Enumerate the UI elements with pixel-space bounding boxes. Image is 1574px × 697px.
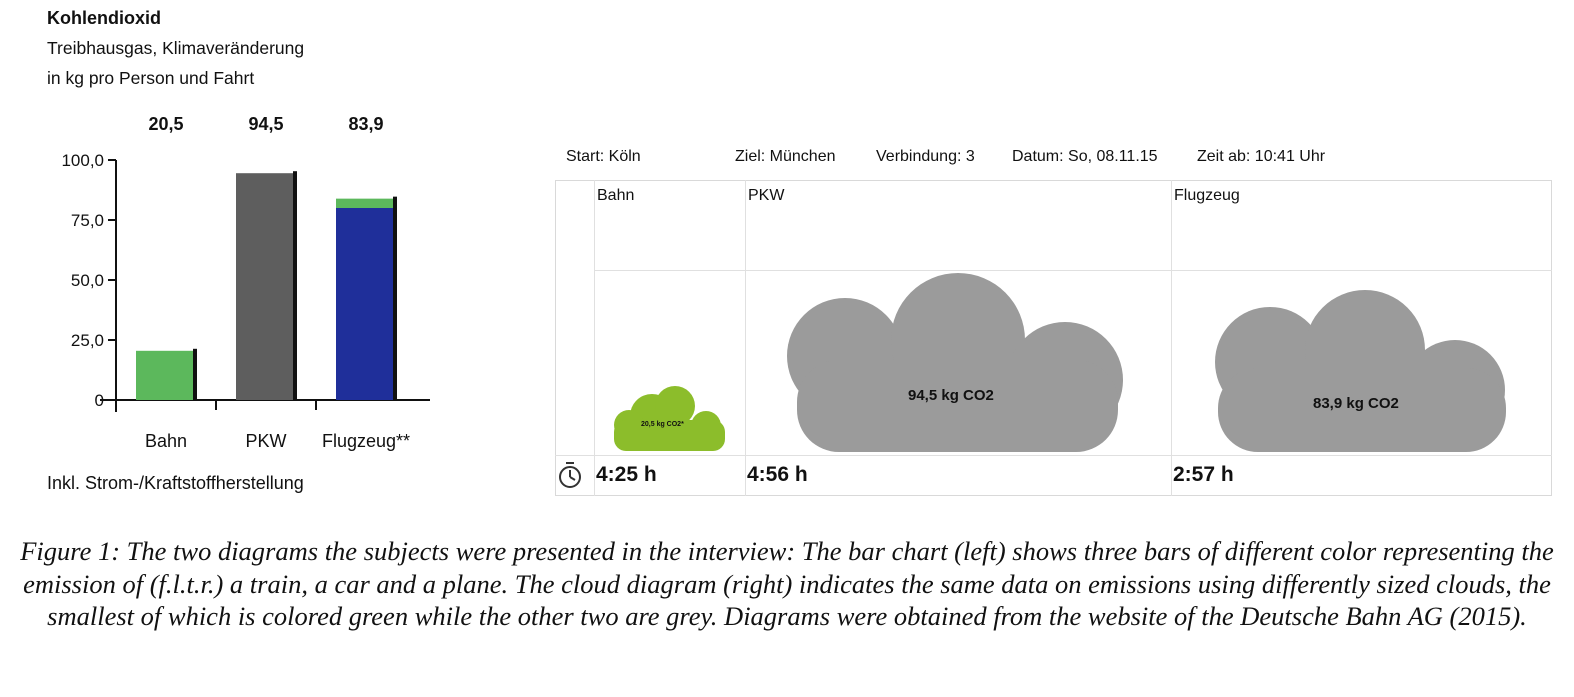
y-tick-label: 100,0 <box>61 151 104 170</box>
cloud-flugzeug <box>1215 290 1506 452</box>
grid-line <box>1171 180 1172 496</box>
header-zeit: Zeit ab: 10:41 Uhr <box>1197 148 1326 165</box>
column-label-flugzeug: Flugzeug <box>1174 187 1240 204</box>
y-tick-label: 75,0 <box>71 211 104 230</box>
column-label-bahn: Bahn <box>597 187 635 204</box>
cloud-layer <box>559 273 1506 488</box>
y-tick-label: 25,0 <box>71 331 104 350</box>
grid-line <box>555 455 1552 456</box>
clock-icon <box>559 462 581 488</box>
bar-edge <box>293 171 297 400</box>
header-start: Start: Köln <box>566 148 641 165</box>
category-label: PKW <box>245 431 286 451</box>
cloud-bahn <box>614 386 725 451</box>
bar-pkw <box>236 173 296 400</box>
header-datum: Datum: So, 08.11.15 <box>1012 148 1158 165</box>
bar-value-label: 20,5 <box>148 114 183 134</box>
column-label-pkw: PKW <box>748 187 785 204</box>
bar-chart-plot: 0 25,0 50,0 75,0 100,0 20,5 Bahn 94,5 PKW 83,9 Flu… <box>61 114 430 451</box>
cloud-label-bahn: 20,5 kg CO2* <box>641 421 684 428</box>
chart-footnote: Inkl. Strom-/Kraftstoffherstellung <box>47 473 304 493</box>
bar-chart: Kohlendioxid Treibhausgas, Klimaveränder… <box>0 0 460 510</box>
duration-bahn: 4:25 h <box>596 463 657 486</box>
bar-bahn <box>136 350 196 400</box>
chart-subtitle-line-1: Treibhausgas, Klimaveränderung <box>47 38 305 58</box>
grid-line <box>594 180 595 496</box>
y-tick-label: 0 <box>95 391 104 410</box>
cloud-pkw <box>787 273 1123 452</box>
header-ziel: Ziel: München <box>735 148 836 165</box>
cloud-diagram-frame <box>555 180 1552 496</box>
category-label: Flugzeug** <box>322 431 410 451</box>
bar-edge <box>193 348 197 400</box>
bar-flugzeug <box>336 208 396 400</box>
duration-pkw: 4:56 h <box>747 463 808 486</box>
bar-flugzeug-segment <box>336 198 396 208</box>
chart-title: Kohlendioxid <box>47 8 161 28</box>
bar-value-label: 83,9 <box>348 114 383 134</box>
cloud-label-flugzeug: 83,9 kg CO2 <box>1313 395 1399 412</box>
chart-subtitle-line-2: in kg pro Person und Fahrt <box>47 68 255 88</box>
bar-edge <box>393 196 397 400</box>
y-tick-label: 50,0 <box>71 271 104 290</box>
duration-flugzeug: 2:57 h <box>1173 463 1234 486</box>
grid-line <box>594 270 1552 271</box>
header-verbindung: Verbindung: 3 <box>876 148 975 165</box>
bar-value-label: 94,5 <box>248 114 283 134</box>
grid-line <box>745 180 746 496</box>
category-label: Bahn <box>145 431 187 451</box>
cloud-label-pkw: 94,5 kg CO2 <box>908 387 994 404</box>
figure-caption: Figure 1: The two diagrams the subjects … <box>20 536 1554 631</box>
